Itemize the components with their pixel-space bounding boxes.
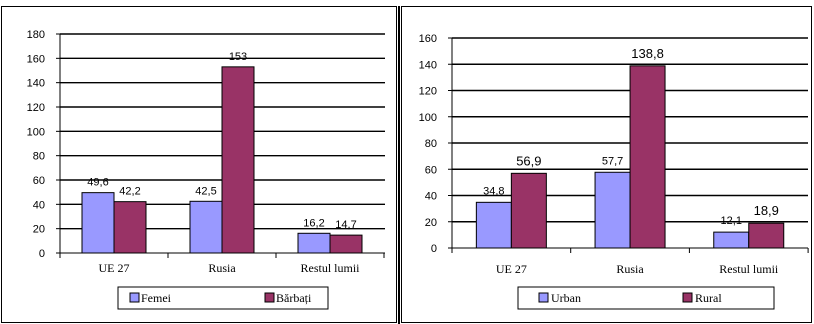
y-tick-label: 80 [425, 138, 437, 150]
y-tick-label: 40 [425, 191, 437, 203]
bar [329, 234, 363, 254]
data-label: 34,8 [483, 185, 504, 197]
y-tick-label: 40 [33, 199, 45, 211]
bar [189, 200, 223, 254]
bar [297, 232, 331, 254]
chart-urban-rural: 0 20 40 60 80 100 120 140 160 34,8 56,9 UE 27 57,7 13… [419, 33, 809, 310]
x-tick-label: Rusia [616, 262, 644, 276]
data-label: 153 [229, 51, 247, 63]
y-tick-label: 100 [419, 112, 437, 124]
data-label: 42,2 [119, 186, 140, 198]
data-label: 18,9 [754, 203, 779, 218]
legend-box [117, 286, 329, 310]
y-tick-label: 20 [33, 224, 45, 236]
left-panel-frame [1, 6, 397, 323]
y-tick-label: 140 [27, 78, 45, 90]
y-tick-label: 160 [419, 33, 437, 45]
legend-swatch [538, 292, 549, 303]
legend-label: Bărbați [276, 291, 312, 305]
y-tick-label: 80 [33, 151, 45, 163]
y-tick-label: 100 [27, 126, 45, 138]
data-label: 14,7 [335, 219, 356, 231]
right-panel-frame [401, 6, 812, 323]
data-label: 42,5 [195, 185, 216, 197]
y-tick-label: 60 [33, 175, 45, 187]
x-tick-label: UE 27 [496, 262, 527, 276]
data-label: 57,7 [602, 155, 623, 167]
y-tick-label: 140 [419, 59, 437, 71]
bar [713, 231, 750, 249]
y-tick-label: 120 [27, 102, 45, 114]
bar [510, 172, 547, 249]
y-tick-label: 20 [425, 217, 437, 229]
data-label: 12,1 [721, 215, 742, 227]
x-tick-label: Restul lumii [719, 262, 779, 276]
legend-label: Urban [551, 291, 581, 305]
legend-label: Femei [141, 291, 172, 305]
bar [629, 65, 666, 249]
y-tick-label: 0 [431, 243, 437, 255]
data-label: 16,2 [303, 217, 324, 229]
data-label: 138,8 [631, 46, 664, 61]
legend: Femei Bărbați [117, 286, 329, 310]
legend-box [517, 286, 775, 310]
y-tick-label: 0 [39, 248, 45, 260]
x-tick-label: UE 27 [99, 261, 130, 275]
legend-swatch [129, 292, 140, 303]
data-label: 49,6 [87, 177, 108, 189]
legend-swatch [264, 292, 275, 303]
legend-label: Rural [695, 291, 722, 305]
bar [594, 171, 631, 249]
y-tick-label: 160 [27, 53, 45, 65]
bar [748, 222, 785, 249]
y-tick-label: 60 [425, 164, 437, 176]
chart-femei-barbati: 0 20 40 60 80 100 120 140 160 180 49,6 42,2 UE 27 42,… [27, 29, 385, 310]
x-tick-label: Restul lumii [300, 261, 360, 275]
y-tick-label: 120 [419, 86, 437, 98]
x-tick-label: Rusia [208, 261, 236, 275]
legend-swatch [682, 292, 693, 303]
bar [475, 201, 512, 249]
legend: Urban Rural [517, 286, 775, 310]
bar [221, 66, 255, 254]
y-tick-label: 180 [27, 29, 45, 41]
data-label: 56,9 [516, 153, 541, 168]
bar [81, 192, 115, 254]
bar [113, 201, 147, 254]
